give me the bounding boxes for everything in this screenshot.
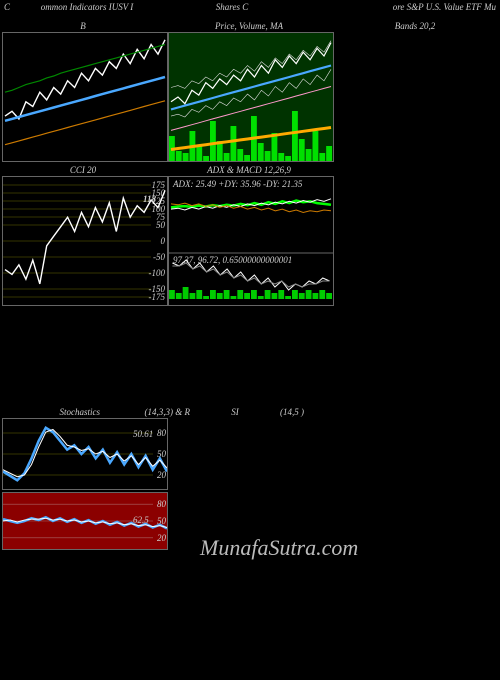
svg-text:-175: -175 xyxy=(149,292,166,302)
svg-text:118: 118 xyxy=(143,194,157,204)
stoch-title-3: SI xyxy=(190,406,280,418)
stoch-title-2: (14,3,3) & R xyxy=(100,406,190,418)
svg-text:50.61: 50.61 xyxy=(133,429,153,439)
bbands-panel xyxy=(2,32,168,162)
svg-text:20: 20 xyxy=(157,470,167,480)
header-frag-4: ore S&P U.S. Value ETF Mu xyxy=(302,2,496,12)
svg-text:-100: -100 xyxy=(149,268,166,278)
bbands-title-right: Bands 20,2 xyxy=(332,20,498,32)
watermark: MunafaSutra.com xyxy=(200,535,358,561)
svg-text:80: 80 xyxy=(157,428,167,438)
header-bar: C ommon Indicators IUSV I Shares C ore S… xyxy=(0,0,500,14)
header-frag-3: Shares C xyxy=(162,2,302,12)
svg-text:97.37, 96.72, 0.650000000000: 97.37, 96.72, 0.65000000000001 xyxy=(173,255,292,265)
adx-macd-panel: ADX: 25.49 +DY: 35.96 -DY: 21.3597.37, 9… xyxy=(168,176,334,306)
stoch-title-1: Stochastics xyxy=(0,406,100,418)
row-2: 17515012510075500-50-100-150-175118 ADX:… xyxy=(0,176,500,306)
row-3: 80 50 20 50.61 xyxy=(0,418,500,490)
svg-text:62.5: 62.5 xyxy=(133,515,149,525)
cci-title: CCI 20 xyxy=(0,164,166,176)
adx-macd-title: ADX & MACD 12,26,9 xyxy=(166,164,332,176)
svg-text:50: 50 xyxy=(156,220,166,230)
rsi-panel: 80502062.5 xyxy=(2,492,168,550)
cci-panel: 17515012510075500-50-100-150-175118 xyxy=(2,176,168,306)
svg-text:ADX: 25.49 +DY: 35.96 -DY:: ADX: 25.49 +DY: 35.96 -DY: 21.35 xyxy=(172,179,303,189)
stoch-panel: 80 50 20 50.61 xyxy=(2,418,168,490)
svg-text:50: 50 xyxy=(157,449,167,459)
svg-text:80: 80 xyxy=(157,499,167,509)
price-ma-title: Price, Volume, MA xyxy=(166,20,332,32)
title-row-3: Stochastics (14,3,3) & R SI (14,5 ) xyxy=(0,406,500,418)
header-frag-2: ommon Indicators IUSV I xyxy=(12,2,162,12)
svg-text:-50: -50 xyxy=(153,252,165,262)
price-ma-panel xyxy=(168,32,334,162)
row-1 xyxy=(0,32,500,162)
header-frag-1: C xyxy=(4,2,12,12)
title-row-1: B Price, Volume, MA Bands 20,2 xyxy=(0,20,500,32)
bbands-title: B xyxy=(0,20,166,32)
svg-text:20: 20 xyxy=(157,533,167,543)
stoch-title-4: (14,5 ) xyxy=(280,406,490,418)
title-row-2: CCI 20 ADX & MACD 12,26,9 xyxy=(0,164,500,176)
gap xyxy=(0,306,500,406)
svg-text:0: 0 xyxy=(161,236,166,246)
